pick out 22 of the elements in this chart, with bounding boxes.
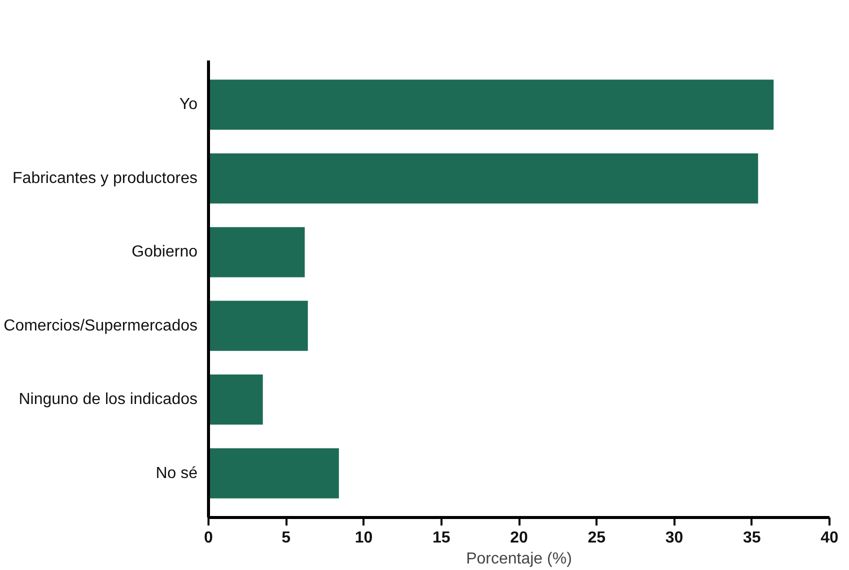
x-tick-label: 35: [742, 530, 761, 546]
x-tick-label: 40: [820, 530, 838, 546]
bar: [208, 448, 339, 498]
x-tick-label: 25: [588, 530, 606, 546]
bar: [208, 374, 263, 425]
y-tick-label: Comercios/Supermercados: [4, 317, 198, 334]
x-tick-label: 30: [665, 530, 684, 546]
bar: [208, 227, 305, 278]
x-tick-label: 20: [510, 530, 528, 546]
bar: [208, 80, 774, 130]
y-tick-label: Gobierno: [132, 244, 198, 261]
x-tick-label: 10: [354, 530, 373, 546]
y-tick-label: No sé: [156, 464, 198, 482]
y-tick-label: Yo: [179, 96, 198, 114]
x-tick-label: 5: [282, 530, 291, 546]
bar: [208, 153, 758, 204]
y-tick-label: Ninguno de los indicados: [18, 391, 198, 408]
bar: [208, 300, 308, 351]
y-tick-label: Fabricantes y productores: [12, 170, 198, 187]
x-tick-label: 0: [204, 530, 214, 546]
x-axis-title: Porcentaje (%): [466, 550, 572, 568]
x-tick-label: 15: [432, 530, 450, 546]
